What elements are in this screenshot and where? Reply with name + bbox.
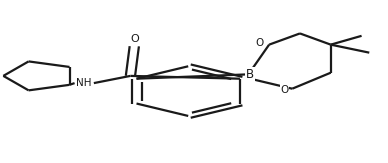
Text: O: O xyxy=(255,38,263,48)
Text: NH: NH xyxy=(76,78,92,88)
Text: B: B xyxy=(246,68,254,81)
Text: O: O xyxy=(130,34,139,44)
Text: O: O xyxy=(281,85,289,95)
